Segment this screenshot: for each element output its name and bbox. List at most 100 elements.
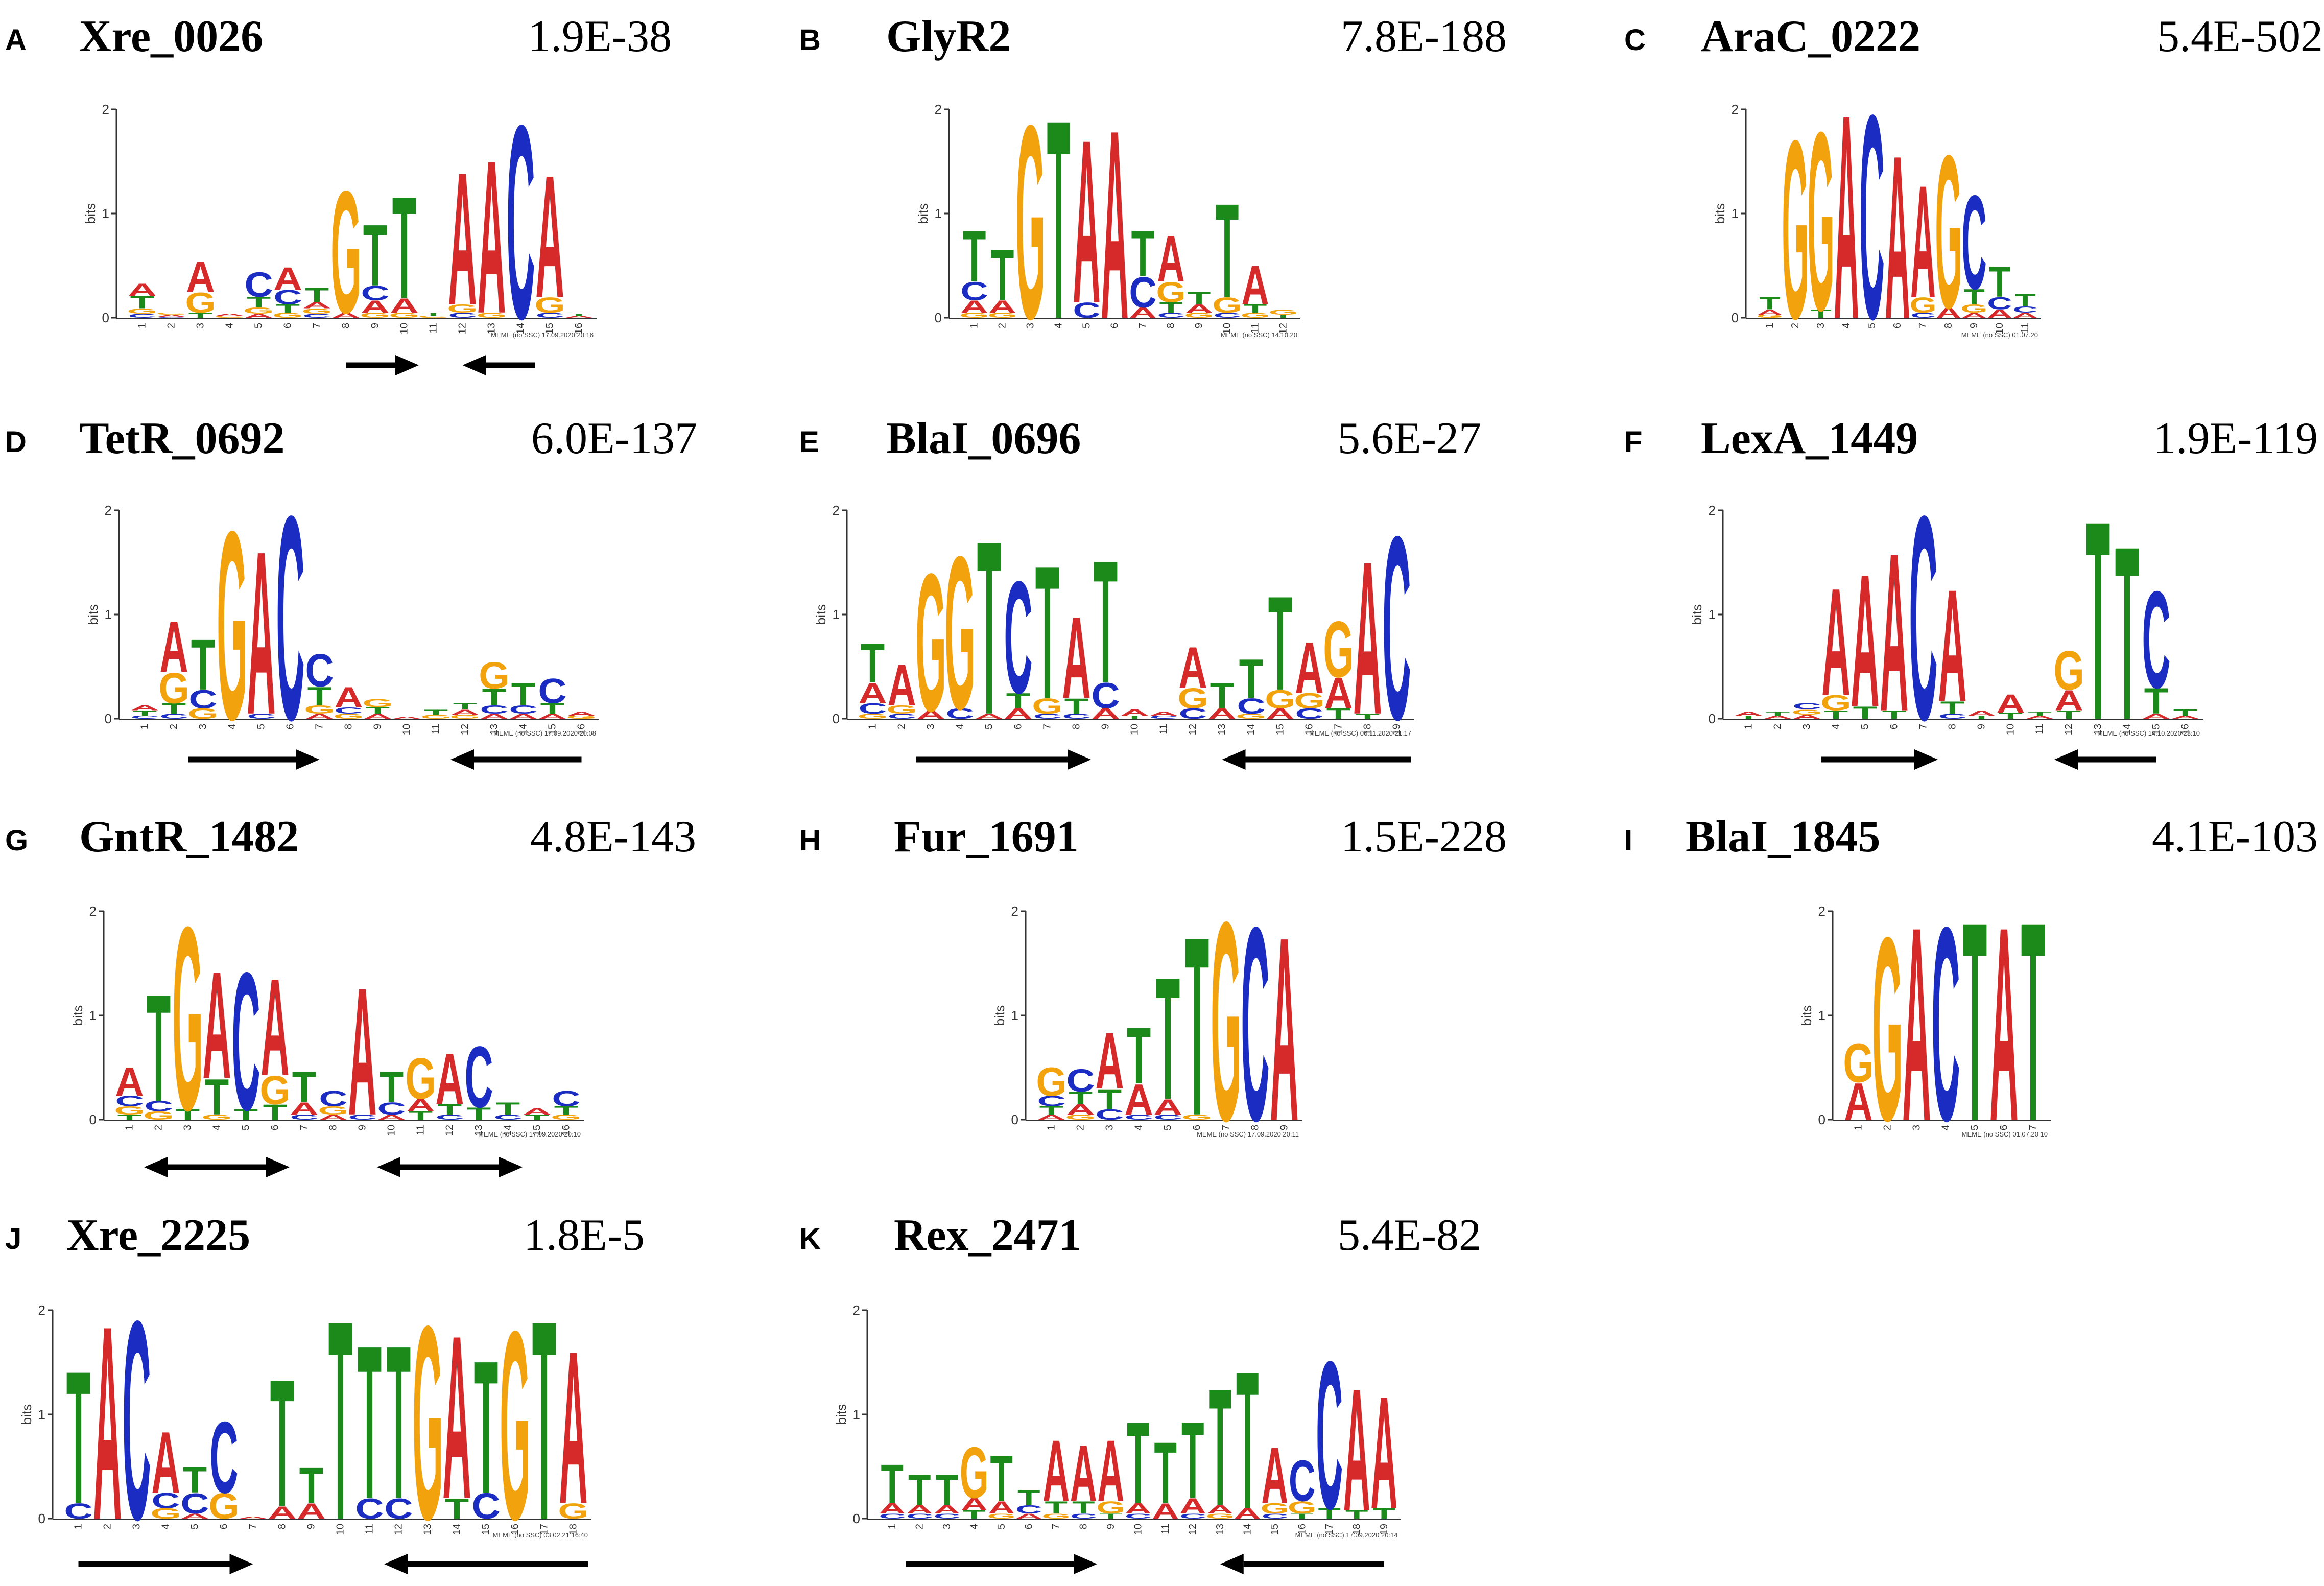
nucleotide-A: A [180, 1512, 209, 1520]
nucleotide-T: T [1345, 1508, 1368, 1521]
logo-column: GA 4 [214, 313, 245, 328]
y-axis-label: bits [1799, 1005, 1814, 1026]
nucleotide-G: G [1268, 308, 1298, 316]
nucleotide-C: C [1124, 1113, 1153, 1121]
nucleotide-A: A [406, 1096, 435, 1115]
nucleotide-A: A [1066, 1101, 1095, 1118]
nucleotide-G: G [405, 1046, 436, 1111]
y-tick-label: 0 [89, 1112, 97, 1127]
nucleotide-A: A [331, 311, 360, 319]
logo-column: AT 11 [2025, 711, 2054, 735]
nucleotide-T: T [525, 1113, 549, 1121]
nucleotide-C: C [1237, 694, 1265, 719]
binding-site-arrow [78, 1554, 253, 1574]
logo-column: TAG 4 [960, 1432, 989, 1529]
logo-column: CTA 3 [1095, 1016, 1124, 1130]
logo-column: TGC 16 [1288, 1449, 1317, 1535]
nucleotide-C: C [506, 67, 535, 376]
y-tick-label: 2 [1709, 503, 1716, 518]
logo-column: AT 16 [564, 313, 593, 335]
motif-panel-g: G GntR_1482 4.8E-143012bitsTGCA1GCT2TG3GTA… [5, 812, 696, 1177]
logo-column: CA9 [348, 950, 376, 1153]
logo-column: GAT 12 [449, 701, 480, 735]
nucleotide-C: C [334, 705, 363, 715]
position-label: 11 [431, 724, 442, 735]
position-label: 8 [328, 1125, 339, 1130]
position-label: 9 [1105, 1524, 1117, 1529]
nucleotide-A: A [1266, 706, 1294, 722]
nucleotide-C: C [1987, 294, 2012, 313]
position-label: 2 [997, 323, 1008, 328]
nucleotide-A: A [273, 261, 302, 296]
y-tick-label: 2 [833, 503, 840, 518]
y-axis-label: bits [70, 1005, 85, 1026]
nucleotide-A: A [1261, 1430, 1288, 1520]
logo-column: TA 1 [1734, 711, 1763, 730]
meme-footer: MEME (no SSC) 17.09.2020 20:11 [1197, 1130, 1299, 1138]
logo-column: ACT 14 [509, 676, 537, 736]
e-value: 7.8E-188 [1341, 12, 1507, 61]
position-label: 10 [1132, 1524, 1144, 1535]
nucleotide-C: C [960, 276, 988, 306]
y-tick-label: 0 [833, 711, 840, 726]
logo-column: G4 [217, 475, 247, 776]
position-label: 5 [1970, 1125, 1981, 1130]
logo-column: TG3 [172, 872, 203, 1165]
nucleotide-T: T [1318, 1505, 1341, 1522]
y-tick-label: 0 [38, 1511, 45, 1526]
nucleotide-G: G [1288, 1498, 1317, 1518]
position-label: 3 [1801, 724, 1813, 729]
position-label: 4 [227, 724, 238, 729]
y-axis-label: bits [83, 203, 98, 224]
logo-column: CAT 3 [933, 1465, 960, 1529]
binding-site-arrow [346, 355, 419, 375]
nucleotide-G: G [1041, 1512, 1071, 1521]
logo-column: GTA 11 [1240, 254, 1270, 334]
panel-label: K [799, 1222, 821, 1256]
logo-column: TA 9 [1967, 709, 1996, 729]
y-axis-label: bits [85, 604, 101, 625]
nucleotide-G: G [476, 311, 507, 319]
position-label: 15 [1275, 724, 1286, 735]
logo-column: ACT 11 [2012, 291, 2037, 334]
nucleotide-G: G [2053, 640, 2084, 701]
nucleotide-G: G [330, 155, 361, 350]
nucleotide-T: T [363, 207, 387, 305]
nucleotide-A: A [247, 504, 275, 764]
nucleotide-T: T [963, 1508, 986, 1521]
nucleotide-G: G [1808, 80, 1835, 364]
binding-site-arrow [1222, 749, 1411, 770]
nucleotide-A: A [960, 297, 988, 316]
y-axis: 0 1 2 bits [85, 503, 120, 726]
nucleotide-A: A [215, 313, 244, 316]
position-label: 1 [1743, 724, 1754, 729]
nucleotide-C: C [1213, 311, 1241, 319]
binding-site-arrow [188, 749, 320, 770]
motif-name: GlyR2 [886, 12, 1011, 61]
logo-column: C4 [1931, 869, 1960, 1178]
motif-panel-h: H Fur_1691 1.5E-228012bitsATCG1GATC2CTA3CA… [799, 812, 1507, 1180]
position-label: 3 [182, 1125, 194, 1130]
y-axis: 0 1 2 bits [1712, 102, 1747, 325]
nucleotide-A: A [961, 1495, 988, 1514]
nucleotide-A: A [916, 708, 945, 722]
nucleotide-C: C [1289, 1449, 1316, 1514]
position-label: 4 [211, 1125, 223, 1130]
nucleotide-A: A [1961, 311, 1986, 319]
nucleotide-T: T [1940, 698, 1964, 717]
position-label: 6 [282, 323, 294, 328]
nucleotide-T: T [1039, 1104, 1063, 1117]
position-label: 13 [489, 724, 500, 735]
nucleotide-T: T [540, 700, 565, 717]
nucleotide-A: A [858, 677, 887, 709]
logo-column: CTA 1 [130, 704, 159, 729]
logo-column: CAT 1 [879, 1453, 906, 1529]
position-label: 1 [124, 1125, 135, 1130]
